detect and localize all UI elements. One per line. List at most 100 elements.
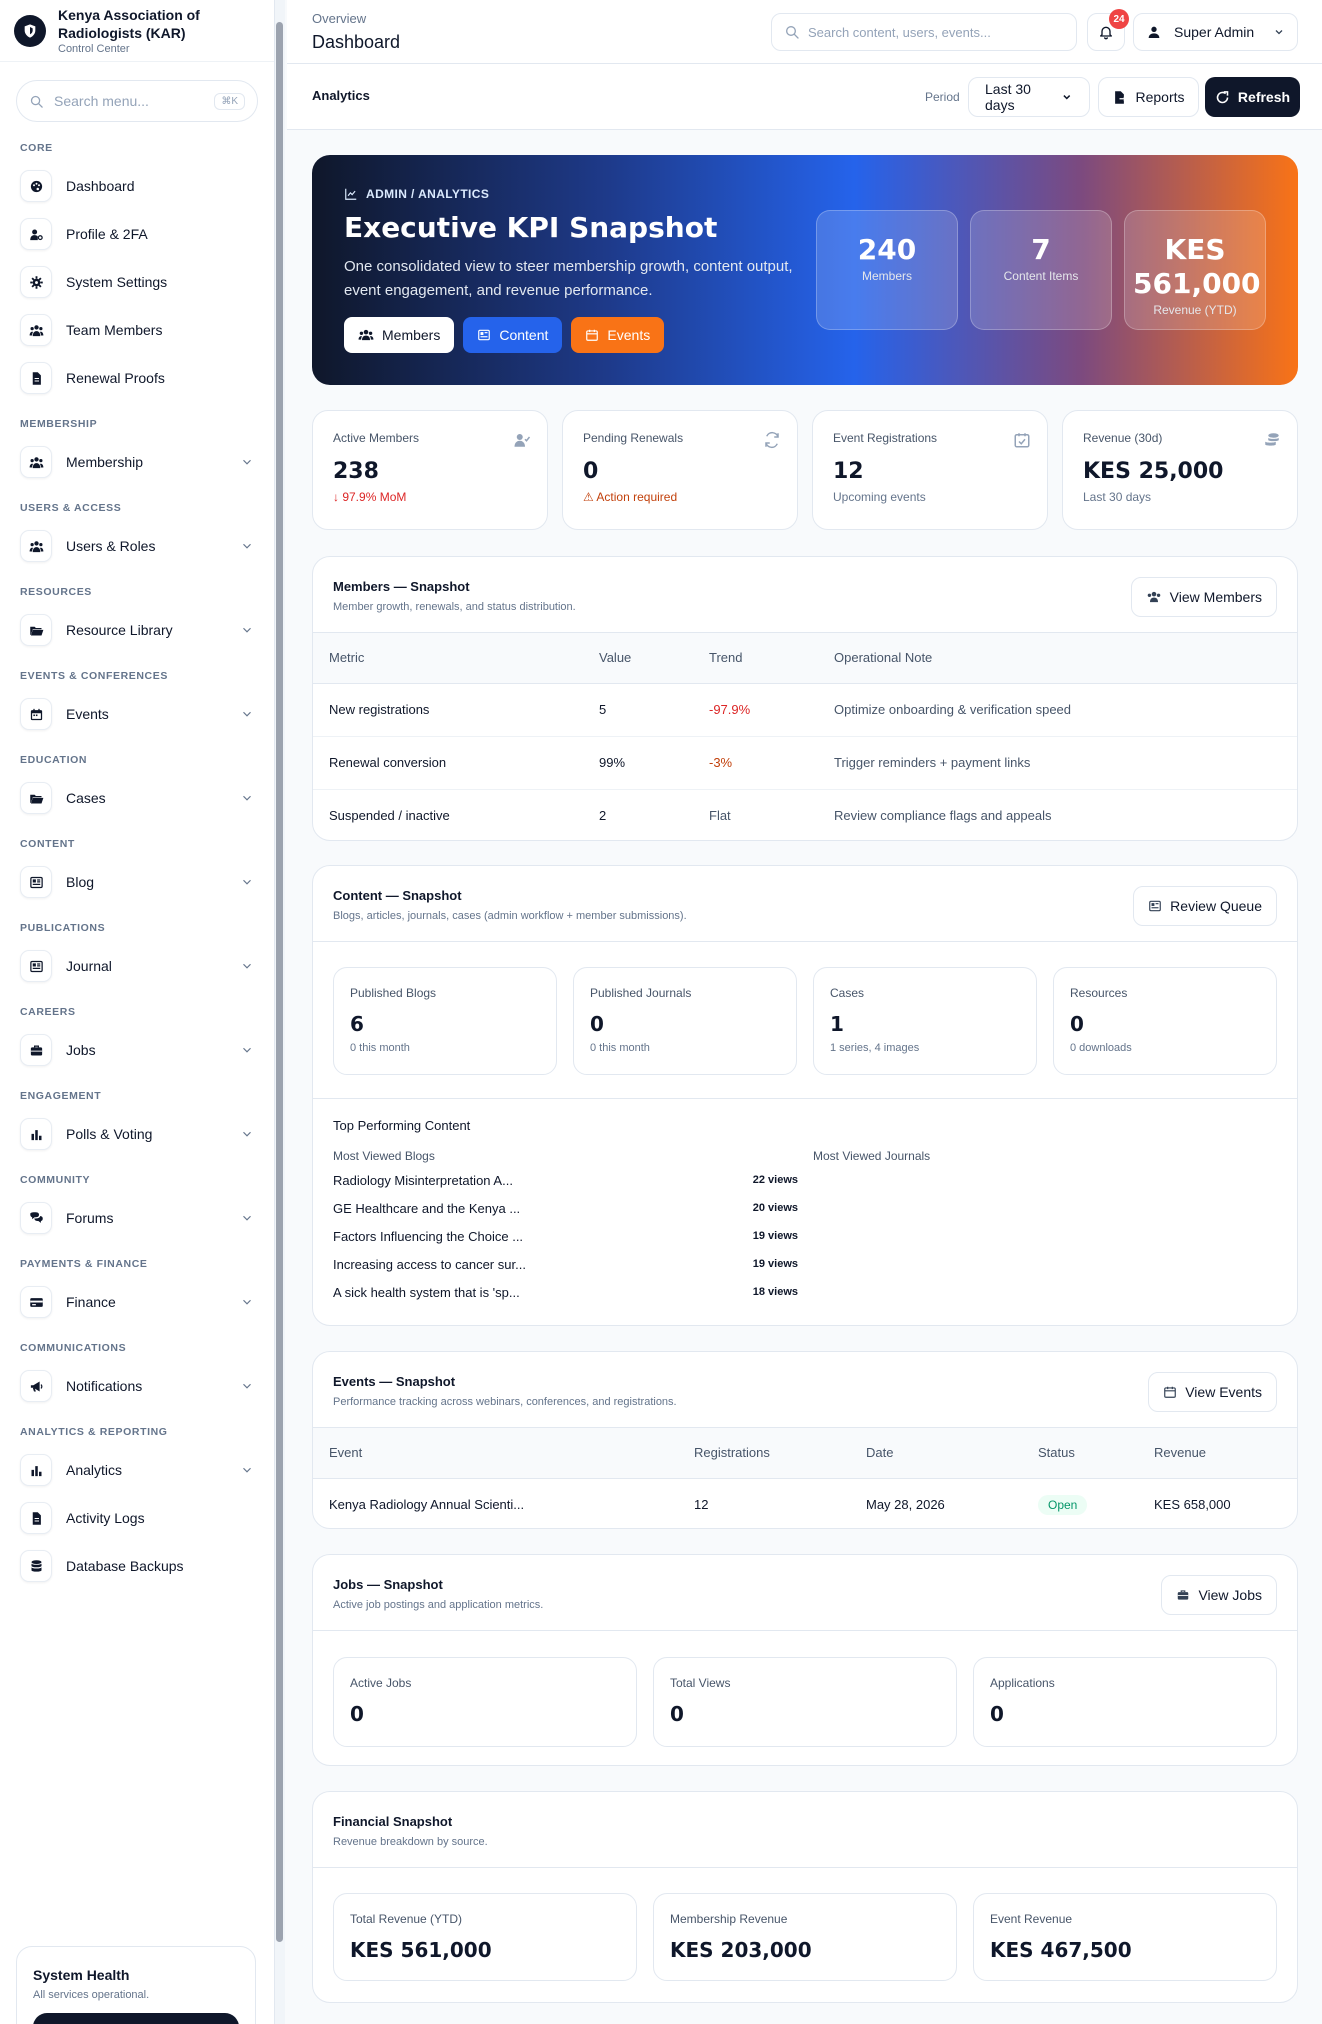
sidebar-item-polls-voting[interactable]: Polls & Voting bbox=[16, 1110, 258, 1158]
hero-content-button[interactable]: Content bbox=[463, 317, 563, 353]
sidebar-item-label: Dashboard bbox=[66, 178, 135, 194]
nav-section-label: CAREERS bbox=[20, 1006, 76, 1018]
chevron-down-icon bbox=[243, 963, 251, 969]
sidebar-item-activity-logs[interactable]: Activity Logs bbox=[16, 1494, 258, 1542]
sidebar-scrollbar-thumb[interactable] bbox=[276, 22, 283, 1942]
kpi-event-registrations[interactable]: Event Registrations 12 Upcoming events bbox=[812, 410, 1048, 530]
sidebar-item-cases[interactable]: Cases bbox=[16, 774, 258, 822]
users-icon bbox=[1147, 591, 1160, 603]
kpi-value: 12 bbox=[833, 459, 864, 484]
hero-content-label: Content bbox=[499, 327, 549, 343]
sidebar-item-finance[interactable]: Finance bbox=[16, 1278, 258, 1326]
table-row[interactable]: New registrations 5 -97.9% Optimize onbo… bbox=[313, 683, 1297, 737]
view-jobs-button[interactable]: View Jobs bbox=[1161, 1575, 1277, 1615]
stat-value: 0 bbox=[990, 1702, 1004, 1726]
kpi-alert: ⚠ Action required bbox=[583, 490, 678, 504]
stat-membership-revenue[interactable]: Membership Revenue KES 203,000 bbox=[653, 1893, 957, 1981]
stat-applications[interactable]: Applications 0 bbox=[973, 1657, 1277, 1747]
stat-event-revenue[interactable]: Event Revenue KES 467,500 bbox=[973, 1893, 1277, 1981]
sidebar-item-analytics[interactable]: Analytics bbox=[16, 1446, 258, 1494]
sidebar-item-membership[interactable]: Membership bbox=[16, 438, 258, 486]
column-header: Trend bbox=[693, 633, 818, 684]
user-name: Super Admin bbox=[1174, 24, 1255, 40]
file-export-icon bbox=[1115, 90, 1128, 104]
value-cell: 99% bbox=[583, 736, 693, 790]
nav-section-label: ANALYTICS & REPORTING bbox=[20, 1426, 168, 1438]
sidebar-item-label: Renewal Proofs bbox=[66, 370, 165, 386]
stat-value: KES 561,000 bbox=[350, 1938, 492, 1962]
period-value: Last 30 days bbox=[985, 81, 1031, 113]
chevron-down-icon bbox=[243, 459, 251, 465]
newspaper-icon bbox=[20, 866, 52, 898]
refresh-icon bbox=[765, 431, 779, 449]
column-header: Status bbox=[1022, 1428, 1138, 1479]
sidebar-item-label: Cases bbox=[66, 790, 106, 806]
notifications-button[interactable] bbox=[1087, 13, 1125, 51]
brand[interactable]: Kenya Association of Radiologists (KAR) … bbox=[0, 0, 274, 62]
kpi-revenue[interactable]: Revenue (30d) KES 25,000 Last 30 days bbox=[1062, 410, 1298, 530]
chevron-down-icon bbox=[1275, 30, 1283, 35]
table-row[interactable]: Suspended / inactive 2 Flat Review compl… bbox=[313, 789, 1297, 840]
sidebar-item-journal[interactable]: Journal bbox=[16, 942, 258, 990]
breadcrumb[interactable]: Overview bbox=[312, 11, 367, 26]
system-health-title: System Health bbox=[33, 1967, 130, 1983]
user-menu-button[interactable]: Super Admin bbox=[1133, 13, 1298, 51]
stat-active-jobs[interactable]: Active Jobs 0 bbox=[333, 1657, 637, 1747]
nav-section-label: ENGAGEMENT bbox=[20, 1090, 102, 1102]
stat-cases[interactable]: Cases 1 1 series, 4 images bbox=[813, 967, 1037, 1075]
user-check-icon bbox=[514, 434, 531, 447]
refresh-button[interactable]: Refresh bbox=[1205, 77, 1300, 117]
kpi-active-members[interactable]: Active Members 238 ↓ 97.9% MoM bbox=[312, 410, 548, 530]
sidebar-item-renewal-proofs[interactable]: Renewal Proofs bbox=[16, 354, 258, 402]
sidebar-item-jobs[interactable]: Jobs bbox=[16, 1026, 258, 1074]
table-row[interactable]: Renewal conversion 99% -3% Trigger remin… bbox=[313, 736, 1297, 790]
stat-label: Event Revenue bbox=[990, 1912, 1073, 1926]
global-search-input[interactable]: Search content, users, events... bbox=[771, 13, 1077, 51]
sidebar-item-events[interactable]: Events bbox=[16, 690, 258, 738]
system-health-button[interactable] bbox=[33, 2013, 239, 2024]
list-item[interactable]: Increasing access to cancer sur... 19 vi… bbox=[333, 1250, 798, 1278]
list-item[interactable]: A sick health system that is 'sp... 18 v… bbox=[333, 1278, 798, 1306]
sidebar-item-users-roles[interactable]: Users & Roles bbox=[16, 522, 258, 570]
stat-total-views[interactable]: Total Views 0 bbox=[653, 1657, 957, 1747]
nav-section-label: CORE bbox=[20, 142, 53, 154]
hero-members-button[interactable]: Members bbox=[344, 317, 455, 353]
note-cell: Trigger reminders + payment links bbox=[818, 736, 1297, 790]
sidebar-item-database-backups[interactable]: Database Backups bbox=[16, 1542, 258, 1590]
sidebar-item-notifications[interactable]: Notifications bbox=[16, 1362, 258, 1410]
sidebar-item-team-members[interactable]: Team Members bbox=[16, 306, 258, 354]
stat-published-journals[interactable]: Published Journals 0 0 this month bbox=[573, 967, 797, 1075]
sidebar-item-forums[interactable]: Forums bbox=[16, 1194, 258, 1242]
file-icon bbox=[20, 1502, 52, 1534]
stat-resources[interactable]: Resources 0 0 downloads bbox=[1053, 967, 1277, 1075]
list-item[interactable]: Radiology Misinterpretation A... 22 view… bbox=[333, 1166, 798, 1194]
hero-description: One consolidated view to steer membershi… bbox=[344, 258, 793, 299]
notification-count-badge: 24 bbox=[1109, 9, 1129, 29]
kpi-pending-renewals[interactable]: Pending Renewals 0 ⚠ Action required bbox=[562, 410, 798, 530]
period-select[interactable]: Last 30 days bbox=[968, 77, 1090, 117]
view-members-button[interactable]: View Members bbox=[1130, 577, 1277, 617]
stat-published-blogs[interactable]: Published Blogs 6 0 this month bbox=[333, 967, 557, 1075]
menu-search-input[interactable]: Search menu... ⌘K bbox=[16, 80, 258, 122]
sidebar-item-system-settings[interactable]: System Settings bbox=[16, 258, 258, 306]
bell-icon bbox=[1100, 26, 1112, 40]
hero-events-button[interactable]: Events bbox=[571, 317, 665, 353]
sidebar-item-profile-2fa[interactable]: Profile & 2FA bbox=[16, 210, 258, 258]
review-queue-button[interactable]: Review Queue bbox=[1133, 886, 1277, 926]
reports-button[interactable]: Reports bbox=[1098, 77, 1199, 117]
hero-stat-content: 7 Content Items bbox=[970, 210, 1112, 330]
chevron-down-icon bbox=[243, 627, 251, 633]
table-row[interactable]: Kenya Radiology Annual Scienti... 12 May… bbox=[313, 1478, 1297, 1528]
list-item[interactable]: Factors Influencing the Choice ... 19 vi… bbox=[333, 1222, 798, 1250]
view-members-label: View Members bbox=[1169, 589, 1262, 605]
stat-total-revenue[interactable]: Total Revenue (YTD) KES 561,000 bbox=[333, 1893, 637, 1981]
note-cell: Review compliance flags and appeals bbox=[834, 808, 1052, 824]
sidebar-item-dashboard[interactable]: Dashboard bbox=[16, 162, 258, 210]
sidebar-item-label: Blog bbox=[66, 874, 95, 890]
sidebar-item-resource-library[interactable]: Resource Library bbox=[16, 606, 258, 654]
hero-stat-value: KES 561,000 bbox=[1133, 233, 1261, 300]
system-health-card: System Health All services operational. bbox=[16, 1946, 256, 2024]
sidebar-item-blog[interactable]: Blog bbox=[16, 858, 258, 906]
view-events-button[interactable]: View Events bbox=[1148, 1372, 1277, 1412]
list-item[interactable]: GE Healthcare and the Kenya ... 20 views bbox=[333, 1194, 798, 1222]
